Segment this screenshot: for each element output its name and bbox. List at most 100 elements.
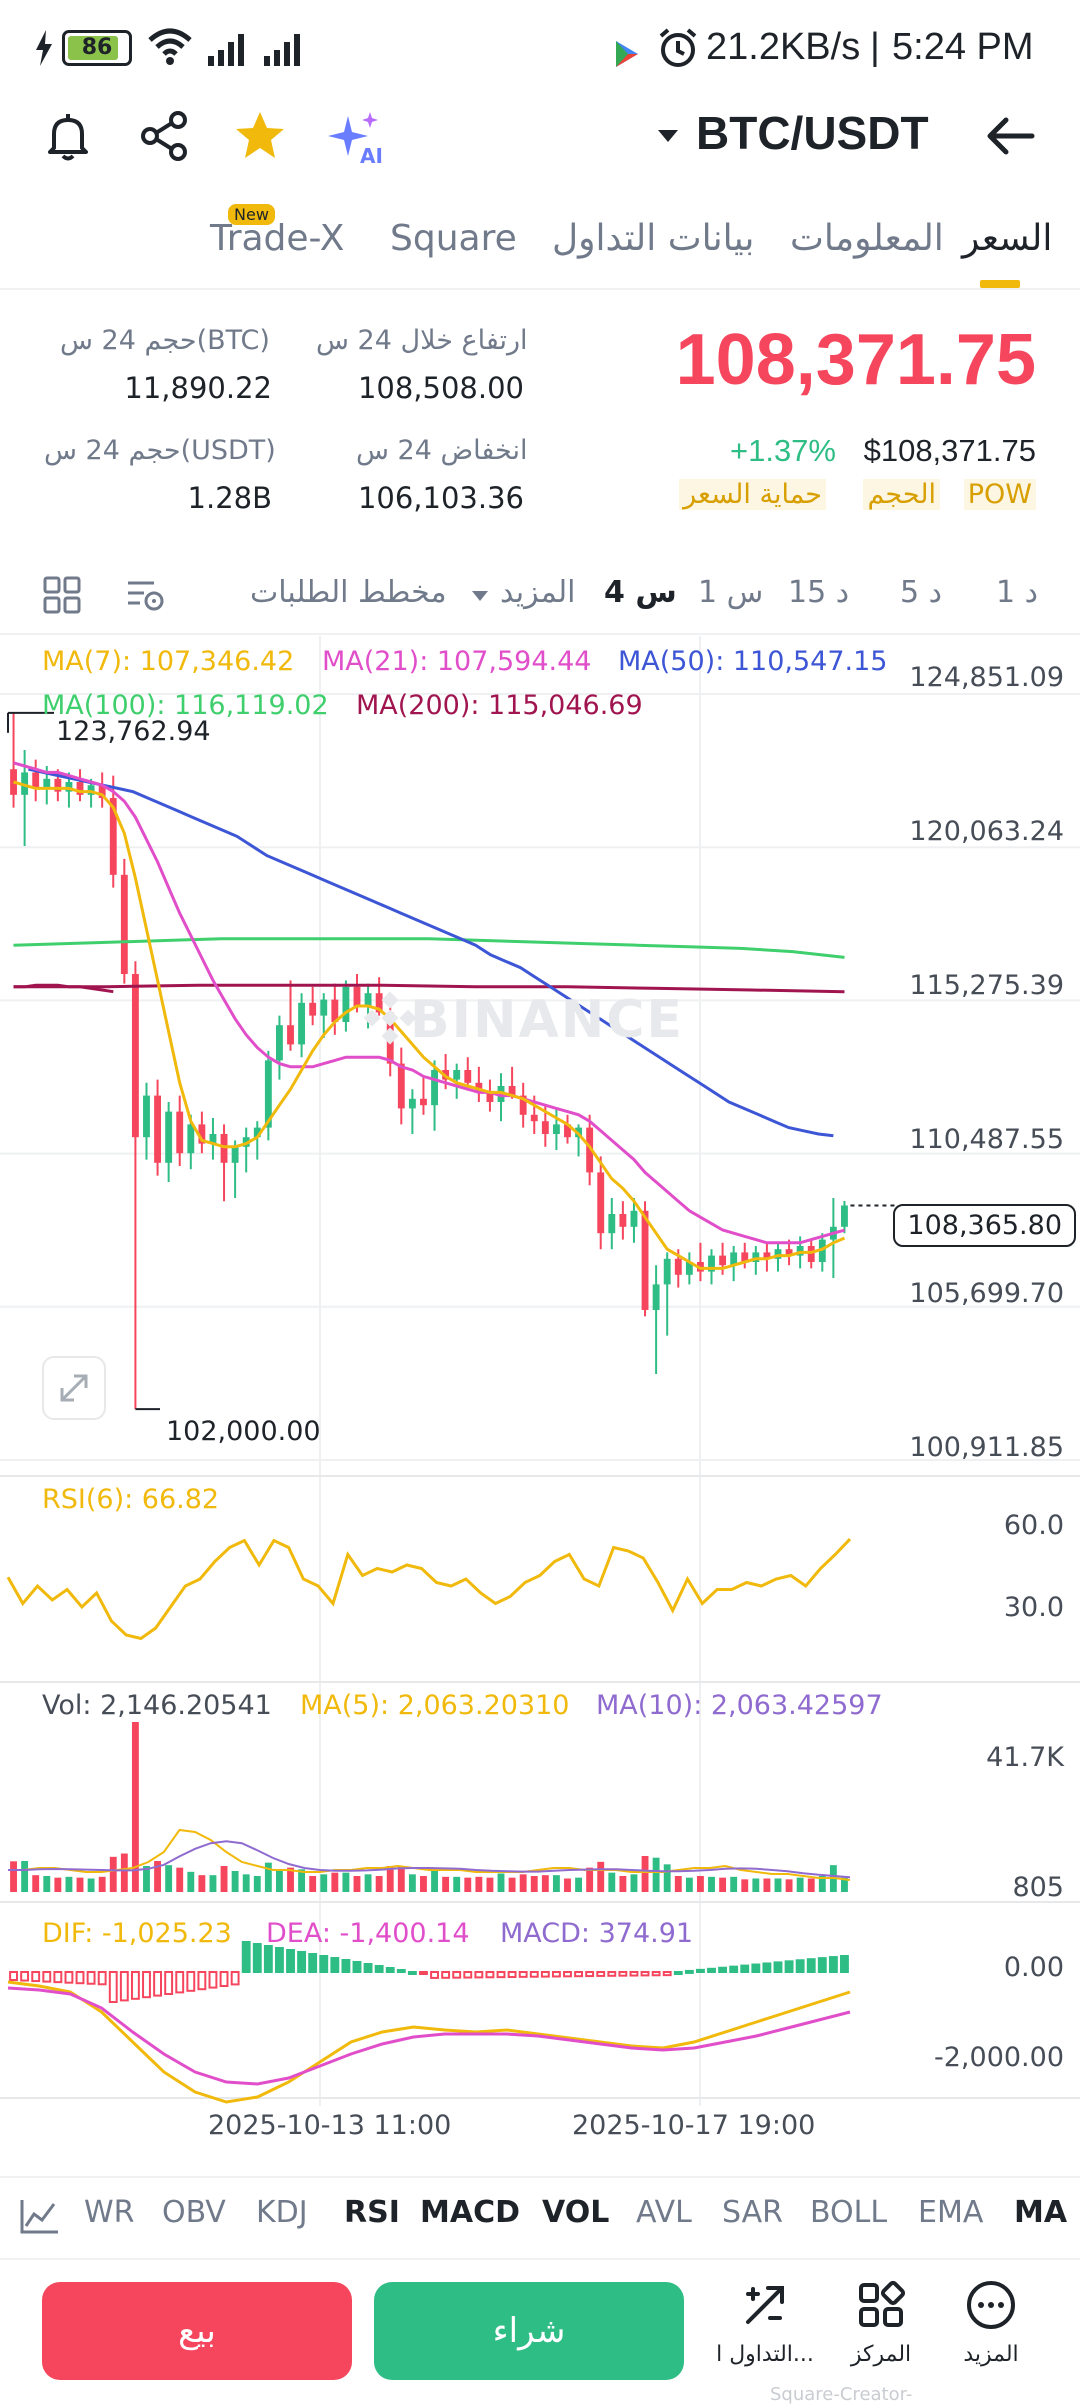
tag-pow[interactable]: POW xyxy=(963,479,1036,510)
macd-histogram-bar xyxy=(330,1957,340,1973)
candle-body xyxy=(408,1098,416,1109)
alarm-icon xyxy=(656,26,700,79)
main-tabs: Trade-X New Square بيانات التداول المعلو… xyxy=(0,200,1080,290)
indicator-ema[interactable]: EMA xyxy=(918,2195,984,2230)
trade-nav-button[interactable]: التداول ا... xyxy=(706,2274,824,2394)
volume-bar xyxy=(320,1874,328,1892)
bell-icon[interactable] xyxy=(40,108,96,164)
volume-bar xyxy=(198,1875,206,1892)
ma7-legend: MA(7): 107,346.42 xyxy=(42,646,295,677)
volume-bar xyxy=(353,1876,361,1892)
pair-title[interactable]: BTC/USDT xyxy=(696,107,929,159)
indicator-wr[interactable]: WR xyxy=(84,2195,135,2230)
center-nav-button[interactable]: المركز xyxy=(826,2274,936,2394)
indicator-macd[interactable]: MACD xyxy=(420,2195,520,2230)
expand-chart-button[interactable] xyxy=(42,1356,106,1420)
vol-btc-value: 11,890.22 xyxy=(124,371,272,405)
trade-swap-icon xyxy=(746,2286,784,2324)
volume-bar xyxy=(420,1876,427,1892)
macd-histogram-bar xyxy=(485,1971,495,1979)
candle-body xyxy=(453,1070,461,1080)
macd-histogram-bar xyxy=(751,1963,761,1973)
price-tick-1: 124,851.09 xyxy=(909,662,1064,693)
macd-histogram-bar xyxy=(53,1971,63,1984)
star-icon[interactable] xyxy=(232,108,288,164)
volume-bar xyxy=(486,1877,494,1892)
back-arrow-icon[interactable] xyxy=(980,108,1040,164)
ai-sparkle-icon[interactable]: AI xyxy=(326,108,386,168)
volume-bar xyxy=(342,1872,350,1892)
interval-4h[interactable]: 4 س xyxy=(604,575,677,610)
chart-settings-icon[interactable] xyxy=(124,575,168,615)
indicator-ma[interactable]: MA xyxy=(1014,2195,1068,2230)
macd-histogram-bar xyxy=(463,1971,473,1979)
candle-body xyxy=(176,1111,184,1154)
tag-volume[interactable]: الحجم xyxy=(863,479,940,510)
volume-bar xyxy=(708,1876,715,1892)
buy-button[interactable]: شراء xyxy=(374,2282,684,2380)
macd-histogram-bar xyxy=(20,1971,30,1982)
kline-chart[interactable] xyxy=(0,636,1080,2176)
indicator-vol[interactable]: VOL xyxy=(542,2195,610,2230)
indicator-obv[interactable]: OBV xyxy=(162,2195,226,2230)
interval-1h[interactable]: 1 س xyxy=(698,575,764,610)
grid-layout-icon[interactable] xyxy=(42,575,82,615)
tab-trade-x[interactable]: Trade-X New xyxy=(210,204,344,259)
candle-body xyxy=(807,1245,815,1262)
candle-body xyxy=(143,1095,150,1138)
indicator-rsi[interactable]: RSI xyxy=(344,2195,400,2230)
volume-bar xyxy=(408,1874,416,1892)
volume-bar xyxy=(253,1876,261,1892)
share-icon[interactable] xyxy=(136,108,192,164)
more-nav-button[interactable]: المزيد xyxy=(936,2274,1046,2394)
candle-body xyxy=(420,1098,427,1106)
chart-area[interactable]: MA(7): 107,346.42 MA(21): 107,594.44 MA(… xyxy=(0,636,1080,2176)
indicator-sar[interactable]: SAR xyxy=(722,2195,783,2230)
candle-body xyxy=(763,1252,771,1259)
interval-15m[interactable]: 15 د xyxy=(788,575,850,610)
tab-info[interactable]: المعلومات xyxy=(790,218,944,259)
macd-histogram-bar xyxy=(352,1961,362,1973)
macd-histogram-bar xyxy=(607,1971,617,1977)
macd-histogram-bar xyxy=(219,1971,229,1987)
pair-dropdown-icon[interactable] xyxy=(654,124,682,148)
volume-bar xyxy=(608,1872,616,1892)
macd-histogram-bar xyxy=(640,1971,650,1977)
macd-histogram-bar xyxy=(108,1971,118,2003)
volume-bar xyxy=(397,1866,405,1892)
volume-bar xyxy=(641,1856,649,1892)
macd-histogram-bar xyxy=(286,1949,295,1973)
indicator-boll[interactable]: BOLL xyxy=(810,2195,888,2230)
interval-5m[interactable]: 5 د xyxy=(900,575,942,610)
volume-bar xyxy=(508,1877,516,1892)
candle-body xyxy=(608,1213,616,1234)
macd-legend: MACD: 374.91 xyxy=(500,1918,694,1949)
status-bar: 86 21.2KB/s | 5:24 PM xyxy=(0,0,1080,100)
depth-chart-tab[interactable]: مخطط الطلبات xyxy=(250,575,447,610)
macd-histogram-bar xyxy=(806,1958,816,1973)
indicator-avl[interactable]: AVL xyxy=(636,2195,692,2230)
sell-button[interactable]: بيع xyxy=(42,2282,352,2380)
macd-histogram-bar xyxy=(42,1971,52,1983)
low-24h-value: 106,103.36 xyxy=(357,481,524,515)
binance-watermark: BINANCE xyxy=(410,990,684,1050)
macd-histogram-bar xyxy=(97,1971,107,1986)
indicator-chart-icon[interactable] xyxy=(18,2196,62,2236)
indicator-kdj[interactable]: KDJ xyxy=(256,2195,308,2230)
tag-price-protection[interactable]: حماية السعر xyxy=(679,479,826,510)
candle-body xyxy=(253,1127,261,1138)
tab-price[interactable]: السعر xyxy=(962,218,1053,259)
macd-histogram-bar xyxy=(130,1971,140,2000)
interval-1m[interactable]: 1 د xyxy=(996,575,1038,610)
tab-trading-data[interactable]: بيانات التداول xyxy=(552,218,755,259)
volume-bar xyxy=(597,1861,605,1892)
candle-body xyxy=(752,1252,760,1262)
high-24h-label: ارتفاع خلال 24 س xyxy=(316,325,528,356)
macd-histogram-bar xyxy=(142,1971,151,1999)
volume-bar xyxy=(464,1877,472,1892)
interval-more[interactable]: المزيد xyxy=(500,575,576,610)
charging-icon xyxy=(34,28,54,68)
candle-body xyxy=(198,1124,206,1144)
candle-body xyxy=(785,1249,793,1256)
tab-square[interactable]: Square xyxy=(390,218,517,259)
